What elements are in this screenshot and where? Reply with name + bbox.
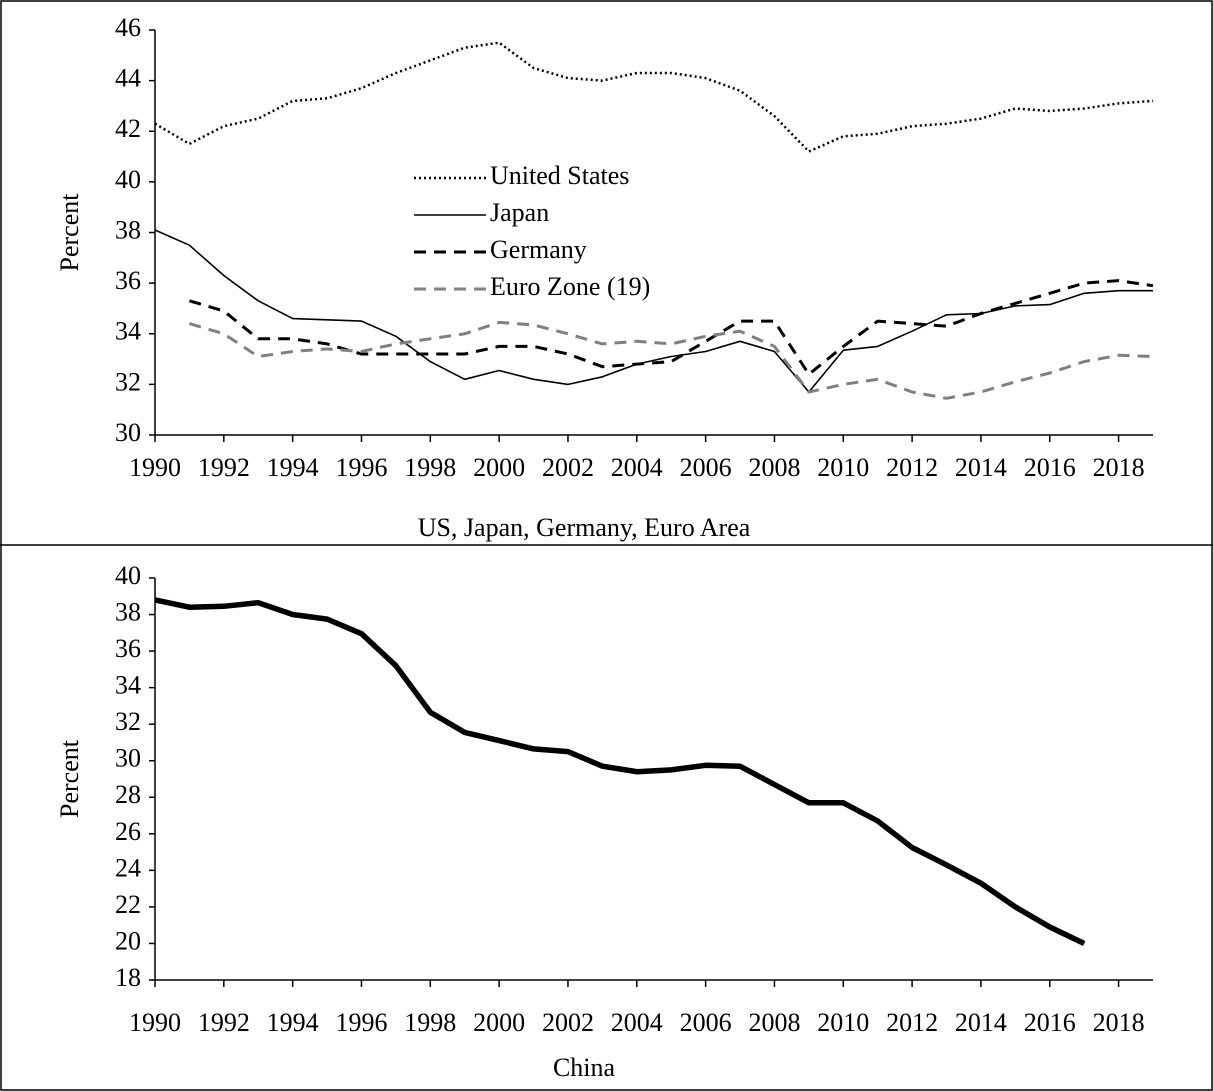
y-tick-label: 28 [115, 780, 141, 809]
x-tick-label: 1994 [267, 453, 319, 482]
y-tick-label: 36 [115, 634, 141, 663]
series-line [188, 320, 1154, 400]
x-tick-label: 2000 [473, 453, 525, 482]
legend-label: United States [490, 161, 629, 190]
x-tick-label: 2002 [542, 1008, 594, 1037]
series-line [154, 41, 1154, 153]
x-tick-label: 2018 [1093, 453, 1145, 482]
x-tick-label: 2014 [955, 453, 1007, 482]
x-tick-label: 2006 [680, 453, 732, 482]
x-tick-label: 2008 [748, 453, 800, 482]
legend-label: Euro Zone (19) [490, 272, 650, 301]
y-tick-label: 20 [115, 926, 141, 955]
x-tick-label: 2012 [886, 453, 938, 482]
x-tick-label: 1996 [335, 1008, 387, 1037]
x-tick-label: 1994 [267, 1008, 319, 1037]
y-tick-label: 34 [115, 317, 141, 346]
y-tick-label: 30 [115, 744, 141, 773]
y-tick-label: 38 [115, 215, 141, 244]
x-tick-label: 2004 [611, 1008, 663, 1037]
x-tick-label: 2018 [1093, 1008, 1145, 1037]
y-tick-label: 30 [115, 418, 141, 447]
x-tick-label: 2016 [1024, 453, 1076, 482]
x-tick-label: 2010 [817, 453, 869, 482]
caption: China [553, 1053, 616, 1082]
y-tick-label: 36 [115, 266, 141, 295]
y-tick-label: 26 [115, 817, 141, 846]
x-tick-label: 2008 [748, 1008, 800, 1037]
x-tick-label: 1998 [404, 453, 456, 482]
series-line [154, 229, 1153, 393]
y-tick-label: 46 [115, 13, 141, 42]
y-tick-label: 38 [115, 598, 141, 627]
series-line [188, 279, 1154, 376]
y-tick-label: 22 [115, 890, 141, 919]
x-tick-label: 2000 [473, 1008, 525, 1037]
legend-label: Japan [490, 198, 549, 227]
x-tick-label: 1996 [335, 453, 387, 482]
x-tick-label: 1992 [198, 453, 250, 482]
y-tick-label: 40 [115, 165, 141, 194]
y-tick-label: 42 [115, 114, 141, 143]
series-line [154, 597, 1086, 946]
x-tick-label: 2006 [680, 1008, 732, 1037]
y-tick-label: 18 [115, 963, 141, 992]
y-tick-label: 40 [115, 561, 141, 590]
y-tick-label: 34 [115, 671, 141, 700]
x-tick-label: 1990 [129, 453, 181, 482]
x-tick-label: 1990 [129, 1008, 181, 1037]
legend-label: Germany [490, 235, 587, 264]
y-tick-label: 44 [115, 64, 141, 93]
caption: US, Japan, Germany, Euro Area [418, 513, 751, 542]
x-tick-label: 2016 [1024, 1008, 1076, 1037]
y-axis-label: Percent [55, 193, 84, 272]
y-tick-label: 32 [115, 367, 141, 396]
x-tick-label: 2002 [542, 453, 594, 482]
x-tick-label: 1998 [404, 1008, 456, 1037]
y-axis-label: Percent [55, 739, 84, 818]
y-tick-label: 32 [115, 707, 141, 736]
x-tick-label: 1992 [198, 1008, 250, 1037]
y-tick-label: 24 [115, 853, 141, 882]
x-tick-label: 2014 [955, 1008, 1007, 1037]
x-tick-label: 2012 [886, 1008, 938, 1037]
x-tick-label: 2004 [611, 453, 663, 482]
x-tick-label: 2010 [817, 1008, 869, 1037]
